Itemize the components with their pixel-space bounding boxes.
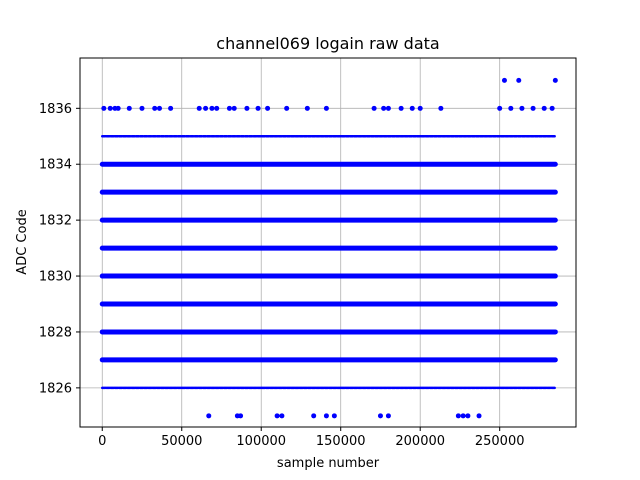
- data-point: [385, 105, 391, 111]
- data-point: [519, 105, 525, 111]
- data-point: [385, 413, 391, 419]
- data-point: [497, 105, 503, 111]
- data-point: [438, 105, 444, 111]
- data-point: [460, 413, 466, 419]
- data-point: [203, 105, 209, 111]
- data-point: [255, 105, 261, 111]
- data-point: [101, 105, 107, 111]
- data-point: [381, 105, 387, 111]
- data-point: [331, 413, 337, 419]
- data-point: [284, 105, 290, 111]
- x-tick-label: 100000: [236, 434, 286, 449]
- data-point: [231, 105, 237, 111]
- x-tick-label: 50000: [161, 434, 202, 449]
- data-point: [238, 413, 244, 419]
- data-point: [139, 105, 145, 111]
- data-point: [209, 105, 215, 111]
- data-point: [265, 105, 271, 111]
- data-point: [156, 105, 162, 111]
- data-point: [214, 105, 220, 111]
- x-tick-label: 0: [98, 434, 106, 449]
- y-axis-title: ADC Code: [15, 209, 30, 274]
- data-point: [516, 77, 522, 83]
- x-tick-label: 250000: [475, 434, 525, 449]
- data-point: [168, 105, 174, 111]
- data-points: [99, 77, 558, 419]
- plot-frame: [79, 57, 577, 428]
- data-point: [323, 105, 329, 111]
- chart-title: channel069 logain raw data: [216, 34, 439, 53]
- data-point: [206, 413, 212, 419]
- y-tick-label: 1832: [39, 214, 72, 229]
- data-point: [530, 105, 536, 111]
- y-tick-label: 1830: [39, 270, 72, 285]
- y-tick-label: 1834: [39, 158, 72, 173]
- data-point: [274, 413, 280, 419]
- data-point: [398, 105, 404, 111]
- data-point: [541, 105, 547, 111]
- data-point: [371, 105, 377, 111]
- data-point: [552, 77, 558, 83]
- data-point: [279, 413, 285, 419]
- data-point: [455, 413, 461, 419]
- x-axis-title: sample number: [277, 456, 380, 471]
- data-point: [226, 105, 232, 111]
- data-point: [409, 105, 415, 111]
- data-point: [465, 413, 471, 419]
- data-point: [304, 105, 310, 111]
- axis-ticks: 0 50000 100000 150000 200000 250000 1826 1828 18…: [39, 102, 525, 449]
- data-point: [508, 105, 514, 111]
- data-point: [152, 105, 158, 111]
- data-point: [323, 413, 329, 419]
- y-tick-label: 1828: [39, 325, 72, 340]
- data-point: [377, 413, 383, 419]
- data-point: [115, 105, 121, 111]
- data-point: [476, 413, 482, 419]
- data-point: [549, 105, 555, 111]
- x-tick-label: 150000: [316, 434, 366, 449]
- data-point: [196, 105, 202, 111]
- data-point: [501, 77, 507, 83]
- data-point: [126, 105, 132, 111]
- data-point: [107, 105, 113, 111]
- y-tick-label: 1836: [39, 102, 72, 117]
- data-point: [417, 105, 423, 111]
- y-tick-label: 1826: [39, 381, 72, 396]
- x-tick-label: 200000: [395, 434, 445, 449]
- data-point: [311, 413, 317, 419]
- data-point: [244, 105, 250, 111]
